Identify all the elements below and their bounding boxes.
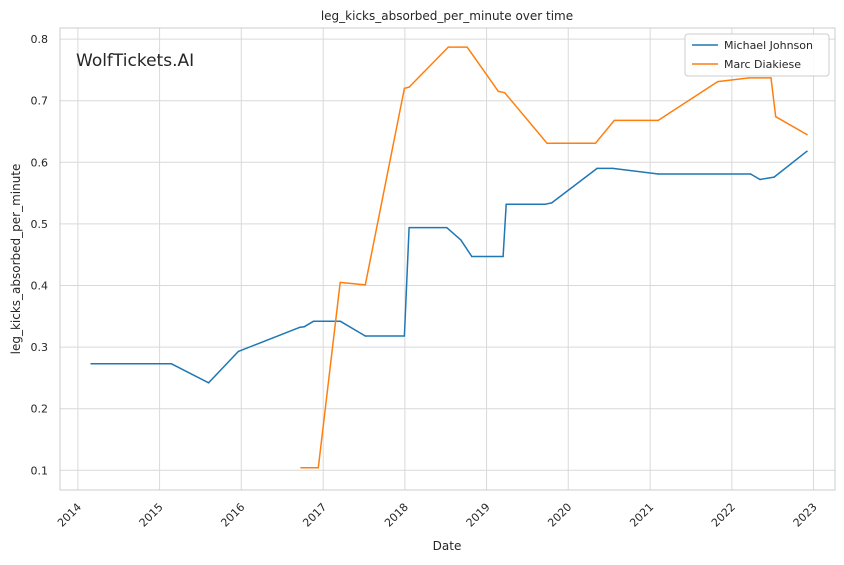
watermark: WolfTickets.AI [76, 51, 194, 71]
y-tick-label: 0.7 [31, 95, 49, 108]
data-point [466, 46, 468, 48]
data-point [716, 80, 719, 83]
data-point [546, 142, 548, 144]
data-point [364, 284, 367, 286]
data-point [544, 203, 547, 205]
data-point [207, 382, 210, 384]
legend-label-marc-diakiese: Marc Diakiese [724, 58, 801, 71]
y-tick-label: 0.1 [31, 464, 49, 477]
data-point [364, 335, 367, 337]
chart-title: leg_kicks_absorbed_per_minute over time [321, 9, 573, 23]
data-point [505, 203, 507, 205]
data-point [596, 167, 598, 170]
data-point [339, 320, 341, 322]
data-point [749, 173, 752, 175]
data-point [170, 362, 172, 365]
data-point [90, 362, 92, 365]
legend-box [684, 33, 830, 77]
data-point [403, 335, 406, 337]
data-point [300, 467, 302, 469]
data-point [497, 90, 500, 93]
data-point [312, 320, 315, 322]
data-point [298, 326, 301, 329]
data-point [408, 226, 410, 229]
data-point [403, 87, 406, 90]
data-point [806, 133, 808, 136]
data-point [460, 239, 462, 241]
data-point [550, 202, 553, 204]
y-tick-label: 0.3 [31, 341, 49, 354]
data-point [748, 77, 750, 79]
data-point [447, 46, 450, 48]
y-tick-label: 0.6 [31, 156, 49, 169]
data-point [657, 119, 659, 122]
data-point [657, 173, 659, 175]
data-point [594, 142, 597, 144]
data-point [806, 150, 808, 152]
data-point [613, 119, 616, 122]
series-michael-johnson [90, 150, 808, 384]
data-point [471, 255, 473, 258]
data-point [502, 255, 504, 258]
plot-area-frame [59, 27, 836, 491]
data-point [339, 281, 341, 284]
data-point [759, 178, 761, 181]
y-axis-label: leg_kicks_absorbed_per_minute [9, 164, 23, 355]
x-axis-label: Date [433, 539, 462, 553]
grid [60, 28, 835, 490]
y-axis-ticks: 0.1 0.2 0.3 0.4 0.5 0.6 0.7 0.8 [31, 33, 49, 477]
data-point [773, 176, 775, 178]
data-point [774, 115, 777, 118]
y-tick-label: 0.5 [31, 218, 49, 231]
data-point [237, 350, 240, 353]
legend-label-michael-johnson: Michael Johnson [724, 39, 813, 52]
data-point [503, 91, 506, 94]
legend: Michael Johnson Marc Diakiese [684, 33, 830, 77]
data-point [445, 226, 448, 229]
y-tick-label: 0.4 [31, 279, 49, 292]
data-point [317, 467, 320, 469]
y-tick-label: 0.8 [31, 33, 49, 46]
y-tick-label: 0.2 [31, 403, 49, 416]
data-point [303, 326, 305, 328]
data-point [612, 167, 614, 170]
series-marc-diakiese [300, 46, 808, 469]
data-point [408, 86, 410, 88]
series-layer [90, 46, 808, 469]
data-point [770, 77, 772, 79]
